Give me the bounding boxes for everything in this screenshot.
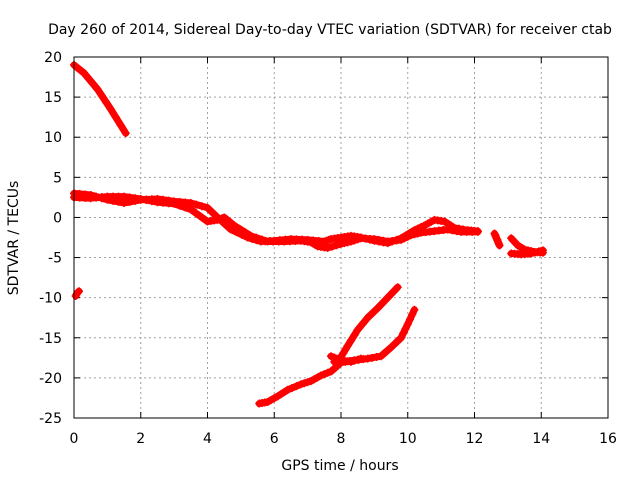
data-point [106,105,115,114]
data-point [374,235,383,244]
data-point [93,85,102,94]
data-point [283,385,292,394]
y-tick-label: 10 [44,130,62,146]
y-axis-label: SDTVAR / TECUs [6,181,22,296]
data-point [97,91,106,100]
data-point [136,194,145,203]
data-point [527,249,536,258]
data-point [397,333,406,342]
x-tick-label: 6 [270,431,279,447]
data-point [448,226,457,235]
x-tick-label: 12 [466,431,484,447]
data-point [125,193,134,202]
chart-title: Day 260 of 2014, Sidereal Day-to-day VTE… [48,22,612,38]
data-point [186,205,195,214]
data-point [332,241,341,250]
data-point [84,74,93,83]
x-tick-label: 8 [337,431,346,447]
data-point [175,201,184,210]
data-point [197,202,206,211]
data-point [368,353,377,362]
data-point [80,69,89,78]
data-point [241,228,250,237]
data-point [370,235,379,244]
data-point [350,331,359,340]
data-point [357,321,366,330]
x-tick-label: 10 [399,431,417,447]
data-point [235,224,244,233]
data-point [288,384,297,393]
x-tick-label: 0 [70,431,79,447]
series-line-track-rising-upper [330,283,402,366]
data-point [142,196,151,205]
y-tick-label: -15 [39,331,62,347]
data-point [121,129,130,138]
data-point [131,194,140,203]
data-point [328,242,337,251]
x-tick-label: 16 [599,431,617,447]
data-point [147,197,156,206]
data-point [360,317,369,326]
data-point [258,235,267,244]
y-tick-label: -25 [39,411,62,427]
data-point [403,320,412,329]
data-point [292,382,301,391]
y-tick-label: -20 [39,371,62,387]
data-point [116,121,125,130]
y-tick-label: -5 [48,251,62,267]
data-point [363,354,372,363]
data-point [192,209,201,218]
data-point [246,231,255,240]
data-point [343,341,352,350]
y-tick-label: 15 [44,90,62,106]
data-point [181,203,190,212]
data-point [408,310,417,319]
x-axis-label: GPS time / hours [281,458,398,474]
data-point [111,113,120,122]
data-point [495,241,504,250]
axis-ticks: 0 2 4 6 8 10 12 14 16 20 15 10 5 0 -5 -10 -15 -20 -25 [39,50,617,447]
x-tick-label: 2 [136,431,145,447]
data-point [531,248,540,257]
data-point [197,213,206,222]
y-tick-label: -10 [39,291,62,307]
data-point [230,221,239,230]
plot-frame [73,56,609,419]
data-point [379,236,388,245]
data-point [88,79,97,88]
x-tick-label: 14 [532,431,550,447]
data-point [401,324,410,333]
data-point [120,192,129,201]
data-point [192,200,201,209]
data-point [452,227,461,236]
y-tick-label: 0 [53,210,62,226]
data-point [357,354,366,363]
data-point [323,243,332,252]
data-point [252,233,261,242]
series-line-track-rising-lower [255,306,418,408]
data-point [347,336,356,345]
x-tick-label: 4 [203,431,212,447]
data-point [170,199,179,208]
data-series [70,61,547,408]
data-point [410,305,419,314]
data-point [353,325,362,334]
data-point [538,246,547,255]
data-point [399,329,408,338]
series-line-track-upper-left [70,61,130,137]
data-point [75,287,84,296]
data-point [102,98,111,107]
data-point [405,315,414,324]
data-point [535,247,544,256]
y-tick-label: 20 [44,50,62,66]
y-tick-label: 5 [53,170,62,186]
data-point [372,353,381,362]
data-point [393,283,402,292]
data-point [473,227,482,236]
data-point [443,225,452,234]
